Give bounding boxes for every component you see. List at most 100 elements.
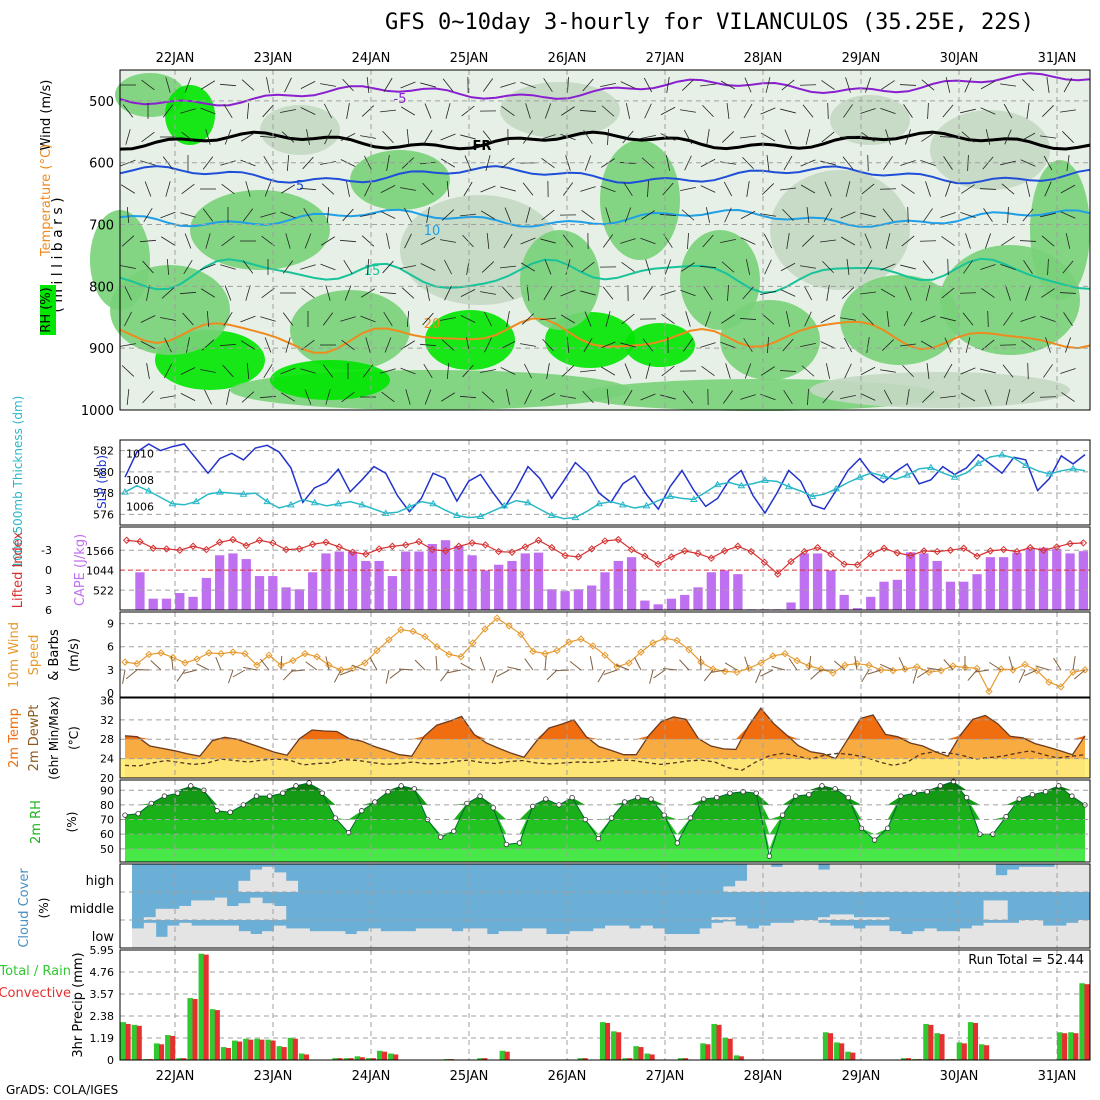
wind-barb (961, 131, 975, 143)
lifted-index-marker (694, 549, 702, 558)
day-label-top: 27JAN (646, 51, 685, 66)
wind-barb (1002, 364, 1014, 378)
wind-barb (846, 259, 850, 275)
cloud-gap-cell (522, 928, 535, 948)
wind-barb (921, 132, 935, 142)
wind-barb (506, 311, 510, 327)
wind-barb (926, 363, 930, 379)
precip-convective-bar (683, 1058, 689, 1060)
rh-marker (898, 793, 904, 799)
wind-barb (280, 211, 296, 219)
precip-convective-bar (382, 1051, 388, 1060)
wind-speed-marker (505, 622, 513, 630)
precip-total-bar (644, 1053, 651, 1060)
precip-tick-label: 1.19 (90, 1032, 115, 1045)
wind-barb (1039, 396, 1057, 398)
wind-barb (426, 285, 430, 301)
wind-axis-label-units: (m/s) (67, 638, 82, 672)
thickness-marker (358, 500, 366, 508)
wind-barb (666, 77, 670, 93)
thickness-line (124, 454, 1086, 520)
wind-barb (540, 238, 556, 244)
wind-barb (681, 209, 695, 221)
wind-barb (987, 310, 989, 328)
thickness-marker (334, 499, 343, 507)
wind-barb (181, 131, 195, 143)
rh-marker (622, 799, 628, 805)
cloud-gap-cell (273, 925, 287, 948)
wind-barb (901, 235, 915, 247)
wind-barb (540, 317, 556, 321)
lifted-index-marker (335, 543, 343, 551)
wind-barb (179, 291, 197, 295)
wind-barb (161, 287, 175, 299)
cloud-gap-cell (699, 928, 713, 948)
wind-barb (419, 343, 437, 347)
wind-barb (1020, 159, 1036, 167)
cloud-gap-cell (344, 934, 358, 948)
wind-barb (1001, 183, 1015, 195)
cloud-gap-cell (250, 897, 263, 920)
pressure-tick-label: 500 (89, 95, 114, 110)
wind-barb (126, 206, 130, 224)
wind-barb (324, 103, 332, 119)
wind-barb (583, 337, 593, 353)
wind-barb (661, 365, 675, 377)
wind-barb (1060, 211, 1076, 219)
cloud-gap-cell (948, 864, 961, 892)
wind-barb (142, 260, 154, 274)
wind-barb (141, 131, 155, 143)
wind-barb (340, 133, 356, 141)
wind-barb (881, 80, 895, 90)
wind-speed-marker (565, 638, 573, 646)
wind-barb (840, 211, 856, 219)
rh-marker (161, 793, 168, 799)
rh-marker (253, 793, 260, 799)
wind-barb (947, 258, 949, 276)
precip-convective-bar (716, 1024, 722, 1060)
wind-barb (242, 208, 254, 222)
wind-barb (302, 156, 314, 170)
lifted-index-marker (813, 543, 822, 552)
precip-convective-bar (136, 1025, 142, 1060)
wind-barb (241, 340, 255, 350)
wind-barb (554, 669, 570, 672)
precip-total-bar (722, 1037, 729, 1060)
wind-barb (800, 184, 816, 194)
wind-speed-marker (745, 664, 753, 673)
wind-barb (520, 237, 536, 245)
wind-barb (805, 129, 811, 145)
cloud-gap-cell (167, 925, 180, 948)
lifted-index-marker (548, 543, 556, 552)
wind-barb (679, 659, 690, 671)
wind-barb (822, 390, 834, 404)
cloud-gap-cell (191, 925, 204, 948)
day-label-bottom: 30JAN (940, 1069, 979, 1084)
wind-speed-marker (493, 614, 501, 622)
wind-barb (184, 233, 192, 249)
cape-bar (494, 564, 504, 610)
wind-barb (481, 261, 495, 273)
wind-barb (340, 316, 356, 322)
rh-marker (937, 783, 944, 789)
thickness-marker (595, 499, 603, 507)
lifted-index-marker (1066, 539, 1074, 548)
wind-barb (304, 389, 312, 405)
wind-barb (245, 285, 251, 301)
wind-barb (780, 108, 796, 114)
wind-barb (886, 311, 890, 327)
wind-barb (299, 187, 317, 191)
wind-barb (581, 261, 595, 273)
wind-barb (580, 186, 596, 192)
lifted-index-marker (428, 545, 436, 554)
wind-speed-marker (673, 636, 681, 645)
wind-barb (624, 363, 632, 379)
lifted-index-marker (441, 547, 450, 555)
rh-shading-area (720, 300, 820, 380)
lifted-index-marker (867, 550, 875, 558)
wind-speed-marker (589, 642, 597, 650)
precip-total-bar (622, 1058, 628, 1060)
wind-barb (807, 388, 809, 406)
wind-barb (542, 338, 554, 352)
wind-barb (979, 188, 997, 190)
